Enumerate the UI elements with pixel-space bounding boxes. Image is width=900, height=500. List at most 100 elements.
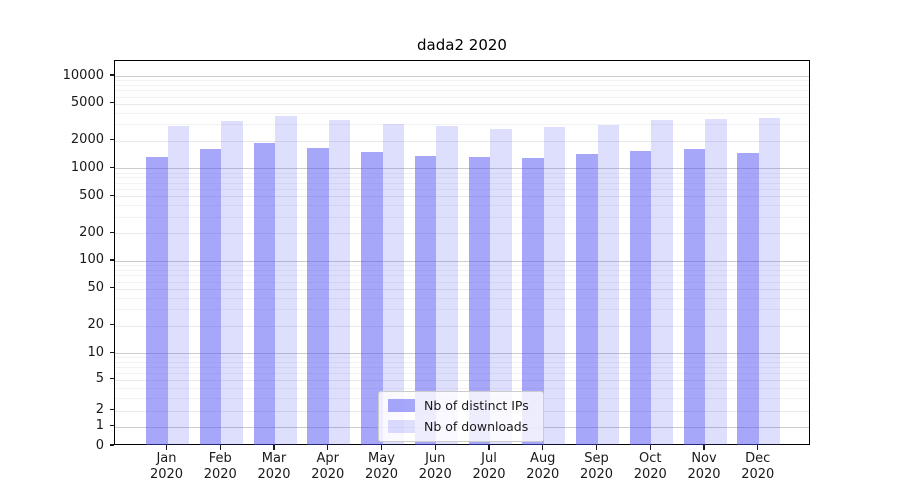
gridline-minor — [115, 96, 809, 98]
xtick-mark — [649, 445, 651, 450]
ytick-mark — [109, 259, 114, 261]
ytick-label: 500 — [79, 187, 104, 203]
ytick-mark — [109, 139, 114, 141]
gridline-minor — [115, 367, 809, 369]
gridline-major — [115, 168, 809, 170]
bar-distinct-ips-jan — [146, 157, 168, 445]
ytick-mark — [109, 444, 114, 446]
month-label: May — [368, 451, 395, 466]
ytick-label: 20 — [87, 317, 104, 333]
bar-downloads-feb — [221, 121, 243, 445]
ytick-mark — [109, 287, 114, 289]
year-label: 2020 — [149, 466, 184, 482]
gridline-minor — [115, 112, 809, 114]
ytick-mark — [109, 351, 114, 353]
plot-area: Nb of distinct IPs Nb of downloads — [114, 60, 810, 445]
bar-downloads-jul — [490, 129, 512, 445]
ytick-label: 10 — [87, 344, 104, 360]
bar-downloads-jan — [167, 126, 189, 445]
legend-label-downloads: Nb of downloads — [424, 419, 529, 434]
bar-distinct-ips-may — [361, 151, 383, 445]
gridline-minor — [115, 90, 809, 92]
ytick-label: 0 — [95, 437, 104, 453]
bar-distinct-ips-jul — [468, 157, 490, 445]
bar-distinct-ips-mar — [253, 143, 275, 445]
ytick-label: 10000 — [62, 67, 104, 83]
xtick-mark — [165, 445, 168, 450]
gridline-minor — [115, 388, 809, 389]
bar-distinct-ips-oct — [629, 150, 652, 445]
month-label: Dec — [745, 451, 771, 466]
month-label: Jun — [425, 451, 446, 466]
gridline-tick — [115, 379, 809, 381]
year-label: 2020 — [472, 466, 506, 482]
xtick-label-aug: Aug 2020 — [515, 451, 571, 482]
gridline-minor — [115, 205, 809, 207]
bar-downloads-mar — [275, 115, 297, 445]
year-label: 2020 — [579, 466, 614, 482]
month-label: Apr — [316, 451, 340, 466]
chart-title: dada2 2020 — [417, 36, 507, 54]
gridline-tick — [115, 325, 809, 327]
gridline-minor — [115, 124, 809, 126]
ytick-mark — [109, 378, 114, 380]
xtick-label-jul: Jul 2020 — [461, 451, 517, 482]
xtick-label-may: May 2020 — [354, 451, 410, 482]
bar-distinct-ips-sep — [576, 154, 598, 445]
ytick-label: 200 — [79, 224, 104, 240]
gridline-major — [115, 76, 809, 77]
xtick-mark — [380, 445, 383, 450]
month-label: Jul — [481, 451, 497, 466]
xtick-label-mar: Mar 2020 — [246, 451, 302, 482]
gridline-tick — [115, 103, 809, 105]
month-label: Nov — [691, 451, 717, 466]
gridline-major — [115, 353, 809, 355]
ytick-label: 100 — [79, 252, 104, 268]
bar-downloads-nov — [705, 119, 727, 445]
bar-downloads-apr — [328, 120, 351, 445]
xtick-label-sep: Sep 2020 — [569, 451, 625, 482]
year-label: 2020 — [311, 466, 345, 482]
ytick-mark — [109, 323, 114, 326]
gridline-tick — [115, 233, 809, 235]
gridline-minor — [115, 172, 809, 174]
xtick-mark — [595, 445, 598, 450]
xtick-mark — [488, 445, 490, 450]
ytick-mark — [109, 231, 114, 233]
legend-swatch-downloads — [388, 420, 415, 433]
year-label: 2020 — [687, 466, 721, 482]
xtick-label-nov: Nov 2020 — [676, 451, 732, 482]
xtick-mark — [327, 445, 329, 450]
xtick-label-apr: Apr 2020 — [300, 451, 356, 482]
year-label: 2020 — [526, 466, 560, 482]
gridline-minor — [115, 357, 809, 359]
gridline-minor — [115, 372, 809, 374]
gridline-minor — [115, 275, 809, 277]
bar-downloads-may — [382, 124, 404, 445]
gridline-minor — [115, 269, 809, 271]
bar-distinct-ips-apr — [307, 147, 329, 445]
xtick-mark — [757, 445, 759, 450]
year-label: 2020 — [741, 466, 775, 482]
bar-distinct-ips-jun — [414, 156, 437, 445]
gridline-tick — [115, 288, 809, 290]
month-label: Jan — [156, 451, 177, 466]
ytick-mark — [109, 425, 114, 427]
month-label: Feb — [208, 451, 232, 466]
bar-downloads-dec — [758, 118, 781, 445]
gridline-minor — [115, 309, 809, 311]
gridline-minor — [115, 177, 809, 179]
bar-downloads-jun — [436, 126, 458, 445]
gridline-minor — [115, 265, 809, 267]
bar-downloads-oct — [651, 120, 673, 445]
xtick-label-jun: Jun 2020 — [407, 451, 463, 482]
month-label: Oct — [639, 451, 662, 466]
month-label: Aug — [530, 451, 556, 466]
legend-item-distinct-ips: Nb of distinct IPs — [388, 398, 533, 413]
ytick-label: 50 — [87, 280, 104, 296]
year-label: 2020 — [257, 466, 291, 482]
xtick-mark — [703, 445, 705, 450]
year-label: 2020 — [418, 466, 452, 482]
xtick-label-dec: Dec 2020 — [730, 451, 786, 482]
